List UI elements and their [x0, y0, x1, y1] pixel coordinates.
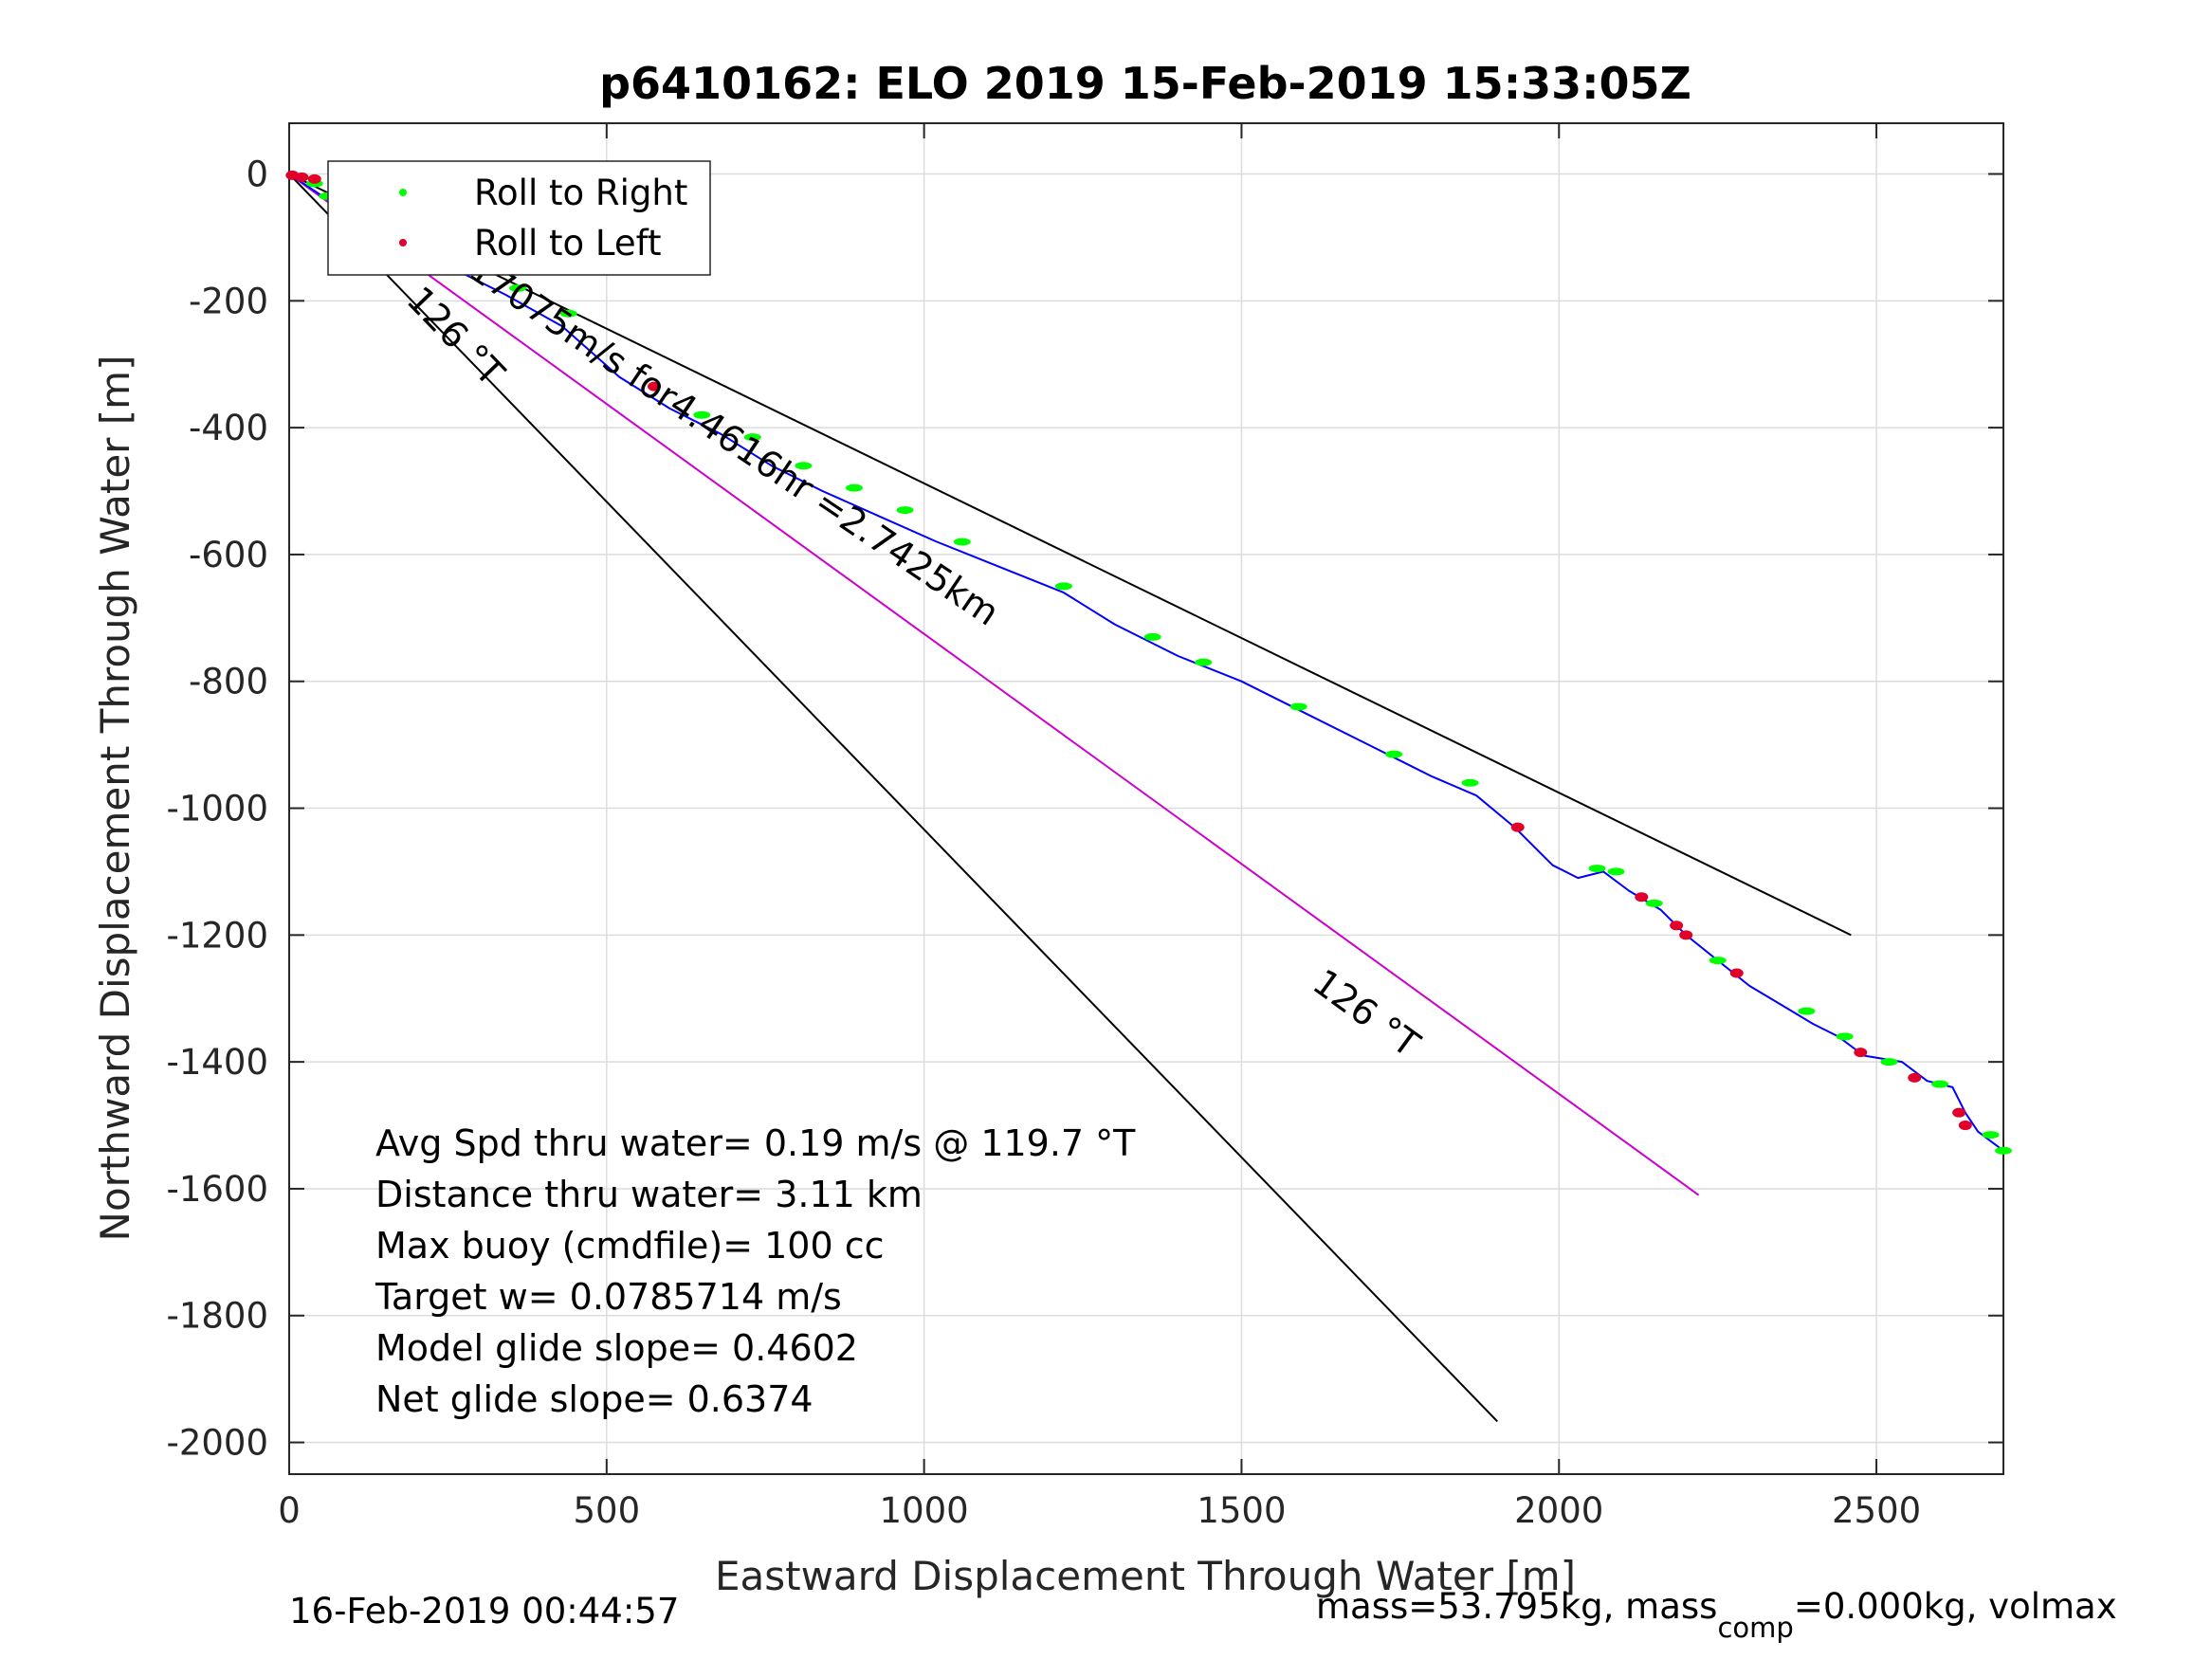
legend-box — [327, 160, 711, 276]
roll-left-point — [1729, 968, 1744, 978]
y-tick-label: -1600 — [166, 1169, 268, 1210]
annotation-model-glide: Model glide slope= 0.4602 — [375, 1327, 858, 1369]
y-tick-label: -2000 — [166, 1423, 268, 1464]
legend-label-roll-right: Roll to Right — [474, 173, 687, 213]
footer-timestamp: 16-Feb-2019 00:44:57 — [289, 1591, 679, 1632]
roll-left-point — [648, 381, 662, 392]
y-tick-label: -1200 — [166, 915, 268, 956]
y-tick-label: -1800 — [166, 1296, 268, 1337]
x-axis-label: Eastward Displacement Through Water [m] — [715, 1553, 1576, 1599]
roll-left-point — [1635, 892, 1649, 902]
roll-right-point — [1836, 1032, 1854, 1041]
annotation-net-glide: Net glide slope= 0.6374 — [375, 1378, 814, 1420]
roll-right-point — [1995, 1146, 2012, 1155]
legend-marker-roll-right — [399, 189, 407, 196]
y-tick-label: -1000 — [166, 789, 268, 830]
x-tick-label: 500 — [574, 1490, 641, 1531]
footer-mass-suffix: =0.000kg, volmax — [1794, 1586, 2117, 1627]
reference-line-1 — [288, 173, 1700, 1196]
y-axis-label: Northward Displacement Through Water [m] — [92, 356, 138, 1242]
roll-right-point — [795, 462, 813, 470]
reference-line-2 — [288, 173, 1852, 937]
roll-right-point — [1588, 865, 1606, 873]
roll-right-point — [693, 410, 711, 419]
roll-right-point — [1982, 1131, 2000, 1139]
roll-right-point — [1385, 750, 1403, 758]
roll-right-point — [896, 506, 914, 515]
roll-right-point — [1143, 632, 1161, 641]
roll-right-point — [1798, 1007, 1816, 1015]
footer-mass-sub: comp — [1717, 1612, 1793, 1644]
ref-line-speed-label: 0.17075m/s for4.4616hr =2.7425km — [433, 228, 1007, 634]
roll-right-point — [1645, 899, 1663, 907]
legend-marker-roll-left — [399, 239, 407, 246]
roll-left-point — [1958, 1121, 1972, 1131]
roll-right-point — [1461, 778, 1479, 787]
reference-line-0 — [288, 173, 1499, 1423]
roll-left-point — [1679, 930, 1693, 940]
roll-right-point — [509, 283, 527, 292]
y-axis: 0 -200 -400 -600 -800 -1000 -1200 -1400 -1600 -18… — [166, 155, 2003, 1464]
y-tick-label: -1400 — [166, 1042, 268, 1083]
y-tick-label: -400 — [189, 408, 268, 448]
legend: Roll to Right Roll to Left — [327, 160, 711, 276]
roll-left-point — [1510, 822, 1525, 832]
y-tick-label: 0 — [246, 155, 268, 195]
annotation-avg-speed: Avg Spd thru water= 0.19 m/s @ 119.7 °T — [375, 1122, 1136, 1164]
roll-right-point — [743, 433, 761, 442]
roll-left-point — [295, 172, 309, 182]
roll-right-point — [1607, 867, 1625, 876]
roll-left-point — [1670, 921, 1684, 931]
annotation-target-w: Target w= 0.0785714 m/s — [375, 1276, 842, 1318]
roll-right-point — [1054, 582, 1072, 591]
roll-left-point — [1908, 1072, 1922, 1083]
footer-mass-prefix: mass=53.795kg, mass — [1316, 1586, 1717, 1627]
y-tick-label: -200 — [189, 281, 268, 321]
reference-lines — [288, 173, 1852, 1423]
roll-right-point — [559, 309, 577, 318]
grid — [288, 123, 2003, 1474]
roll-right-point — [1289, 702, 1307, 711]
x-tick-label: 0 — [278, 1490, 301, 1531]
roll-right-point — [1931, 1080, 1949, 1088]
y-tick-label: -600 — [189, 535, 268, 575]
roll-left-point — [1952, 1107, 1966, 1118]
annotation-max-buoy: Max buoy (cmdfile)= 100 cc — [375, 1225, 885, 1267]
roll-right-point — [953, 538, 971, 546]
x-axis: 0 500 1000 1500 2000 2500 — [278, 123, 1921, 1531]
footer-mass: mass=53.795kg, masscomp=0.000kg, volmax — [1316, 1586, 2117, 1644]
y-tick-label: -800 — [189, 662, 268, 702]
chart-title: p6410162: ELO 2019 15-Feb-2019 15:33:05Z — [599, 58, 1691, 109]
roll-right-point — [1880, 1058, 1898, 1066]
plot-area — [288, 122, 2004, 1475]
roll-left-point — [307, 173, 321, 184]
ref-line-magenta-label: 126 °T — [1306, 961, 1428, 1066]
x-tick-label: 1500 — [1197, 1490, 1286, 1531]
x-tick-label: 1000 — [880, 1490, 969, 1531]
roll-right-point — [1709, 957, 1727, 965]
annotation-distance: Distance thru water= 3.11 km — [375, 1174, 923, 1215]
roll-right-point — [1195, 658, 1213, 666]
x-tick-label: 2000 — [1514, 1490, 1603, 1531]
x-tick-label: 2500 — [1832, 1490, 1921, 1531]
legend-label-roll-left: Roll to Left — [474, 223, 662, 264]
roll-right-point — [845, 483, 863, 492]
stats-annotations: Avg Spd thru water= 0.19 m/s @ 119.7 °T … — [375, 1122, 1136, 1420]
roll-left-point — [1854, 1048, 1868, 1058]
